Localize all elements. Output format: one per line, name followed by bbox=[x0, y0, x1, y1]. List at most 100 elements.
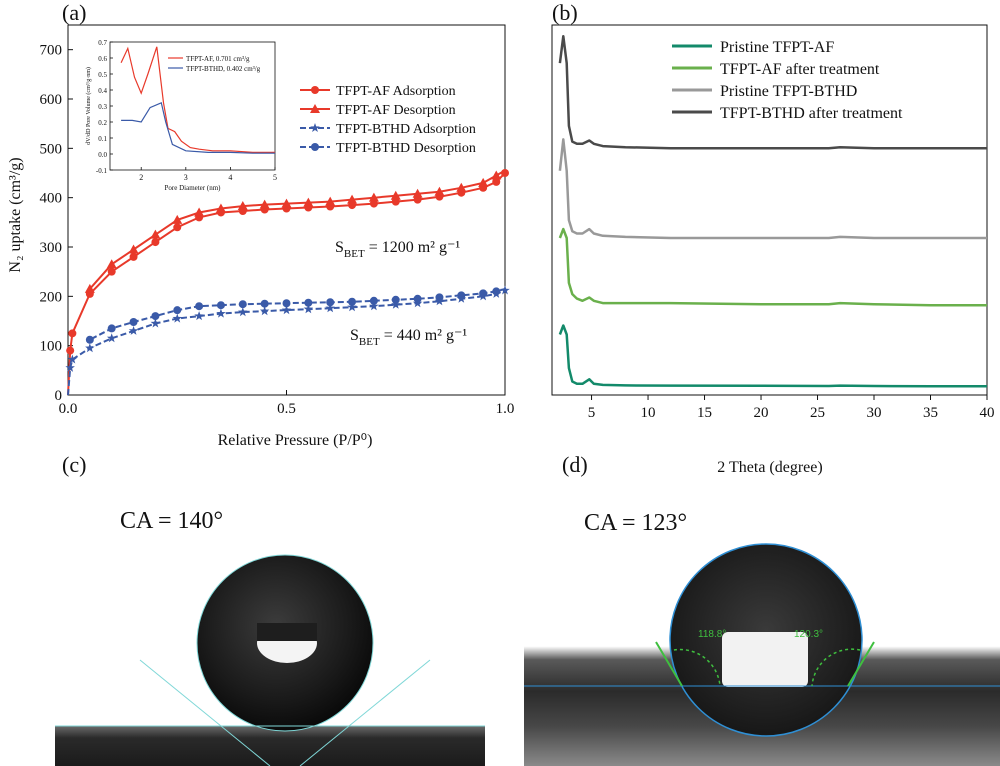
legend-marker bbox=[310, 123, 320, 132]
data-point bbox=[129, 317, 138, 326]
y-tick-label: 100 bbox=[40, 339, 63, 355]
contact-angle-photo-c: CA = 140° bbox=[55, 500, 485, 766]
data-point bbox=[259, 306, 270, 316]
data-point bbox=[347, 194, 358, 204]
data-point bbox=[128, 325, 139, 335]
series-line-3 bbox=[558, 138, 987, 240]
chart-a-series bbox=[65, 169, 510, 396]
droplet-image-c bbox=[55, 554, 485, 766]
data-point bbox=[500, 285, 510, 295]
contact-angle-label-c: CA = 140° bbox=[120, 508, 224, 534]
inset-series-line-1 bbox=[120, 46, 275, 153]
inset-y-tick-label: 0.1 bbox=[98, 135, 107, 143]
data-point bbox=[150, 229, 161, 239]
data-point bbox=[391, 295, 400, 304]
chart-a-y-axis-label: N₂ uptake (cm³/g) bbox=[7, 157, 24, 272]
data-point bbox=[216, 308, 226, 318]
data-point bbox=[281, 198, 292, 208]
data-point bbox=[67, 354, 78, 364]
data-point bbox=[85, 335, 94, 344]
data-point bbox=[434, 186, 445, 196]
data-point bbox=[238, 300, 247, 309]
y-tick-label: 400 bbox=[40, 191, 63, 207]
data-point bbox=[412, 188, 423, 198]
legend-marker bbox=[311, 86, 319, 94]
data-point bbox=[369, 296, 378, 305]
data-point bbox=[66, 346, 75, 355]
chart-a-annotation-af: SBET = 1200 m² g⁻¹ bbox=[335, 239, 460, 260]
data-point bbox=[435, 293, 444, 302]
inset-frame bbox=[109, 41, 276, 171]
inset-x-axis-label: Pore Diameter (nm) bbox=[165, 184, 222, 192]
x-tick-label: 1.0 bbox=[496, 401, 515, 417]
chart-a-annotation-bthd: SBET = 440 m² g⁻¹ bbox=[350, 327, 467, 348]
droplet-image-d: 118.8° 120.3° bbox=[524, 500, 1000, 766]
chart-b-frame bbox=[551, 24, 988, 396]
angle-label-left-d: 118.8° bbox=[698, 629, 726, 640]
data-point bbox=[172, 214, 183, 224]
legend-label: TFPT-BTHD Adsorption bbox=[336, 122, 476, 137]
series-line-3 bbox=[67, 289, 506, 396]
y-tick-label: 500 bbox=[40, 141, 63, 157]
chart-a-inset: 2 3 4 5 -0.1 0.0 0.1 0.2 0.3 0.4 0.5 0.6 0.7 Pore Dia… bbox=[85, 39, 277, 192]
contact-angle-photo-d: 118.8° 120.3° CA = 123° bbox=[524, 500, 1000, 766]
data-point bbox=[172, 313, 182, 323]
data-point bbox=[326, 298, 335, 307]
inset-x-tick-label: 4 bbox=[228, 173, 232, 182]
inset-y-tick-label: 0.6 bbox=[98, 55, 107, 63]
x-tick-label: 35 bbox=[923, 405, 938, 421]
data-point bbox=[107, 324, 116, 333]
inset-y-tick-label: 0.2 bbox=[98, 119, 107, 127]
inset-x-tick-label: 3 bbox=[184, 173, 188, 182]
x-tick-label: 10 bbox=[641, 405, 656, 421]
data-point bbox=[391, 299, 401, 309]
data-point bbox=[491, 170, 502, 180]
y-tick-label: 0 bbox=[55, 388, 63, 404]
x-tick-label: 40 bbox=[980, 405, 995, 421]
data-point bbox=[173, 223, 182, 232]
x-tick-label: 30 bbox=[867, 405, 882, 421]
data-point bbox=[390, 190, 401, 200]
data-point bbox=[85, 343, 95, 353]
inset-y-tick-label: 0.7 bbox=[98, 39, 107, 47]
contact-angle-label-d: CA = 123° bbox=[584, 510, 688, 536]
legend-label: TFPT-AF Adsorption bbox=[336, 84, 456, 99]
legend-label: Pristine TFPT-AF bbox=[720, 39, 834, 56]
panel-label-d: (d) bbox=[562, 452, 588, 477]
x-tick-label: 5 bbox=[588, 405, 596, 421]
series-line-4 bbox=[89, 287, 506, 341]
data-point bbox=[151, 312, 160, 321]
chart-a-x-axis-label: Relative Pressure (P/P⁰) bbox=[218, 432, 373, 449]
x-tick-label: 0.5 bbox=[277, 401, 296, 417]
data-point bbox=[194, 311, 204, 321]
data-point bbox=[457, 291, 466, 300]
data-point bbox=[128, 244, 139, 254]
legend-marker bbox=[310, 104, 320, 113]
data-point bbox=[106, 333, 117, 343]
inset-x-tick-label: 5 bbox=[273, 173, 277, 182]
legend-label: TFPT-BTHD after treatment bbox=[720, 105, 903, 122]
data-point bbox=[215, 203, 226, 213]
data-point bbox=[173, 306, 182, 315]
legend-label: Pristine TFPT-BTHD bbox=[720, 83, 857, 100]
data-point bbox=[238, 307, 248, 317]
legend-label: TFPT-AF after treatment bbox=[720, 61, 880, 78]
x-tick-label: 15 bbox=[697, 405, 712, 421]
data-point bbox=[281, 305, 292, 315]
data-point bbox=[237, 201, 248, 211]
inset-legend-label: TFPT-AF, 0.701 cm³/g bbox=[186, 55, 250, 63]
data-point bbox=[259, 199, 270, 209]
data-point bbox=[413, 294, 422, 303]
data-point bbox=[304, 298, 313, 307]
data-point bbox=[479, 289, 488, 298]
legend-marker bbox=[311, 143, 319, 151]
chart-b-legend: Pristine TFPT-AF TFPT-AF after treatment P… bbox=[672, 39, 903, 122]
chart-b-series bbox=[558, 34, 987, 388]
angle-label-right-d: 120.3° bbox=[794, 629, 823, 640]
inset-x-tick-label: 2 bbox=[139, 173, 143, 182]
inset-y-axis-label: dV/dD Pore Volume (cm³/g·nm) bbox=[85, 67, 92, 145]
inset-y-tick-label: 0.0 bbox=[98, 151, 107, 159]
chart-a-legend: TFPT-AF Adsorption TFPT-AF Desorption TFPT… bbox=[300, 84, 476, 156]
series-line-1 bbox=[558, 324, 987, 388]
